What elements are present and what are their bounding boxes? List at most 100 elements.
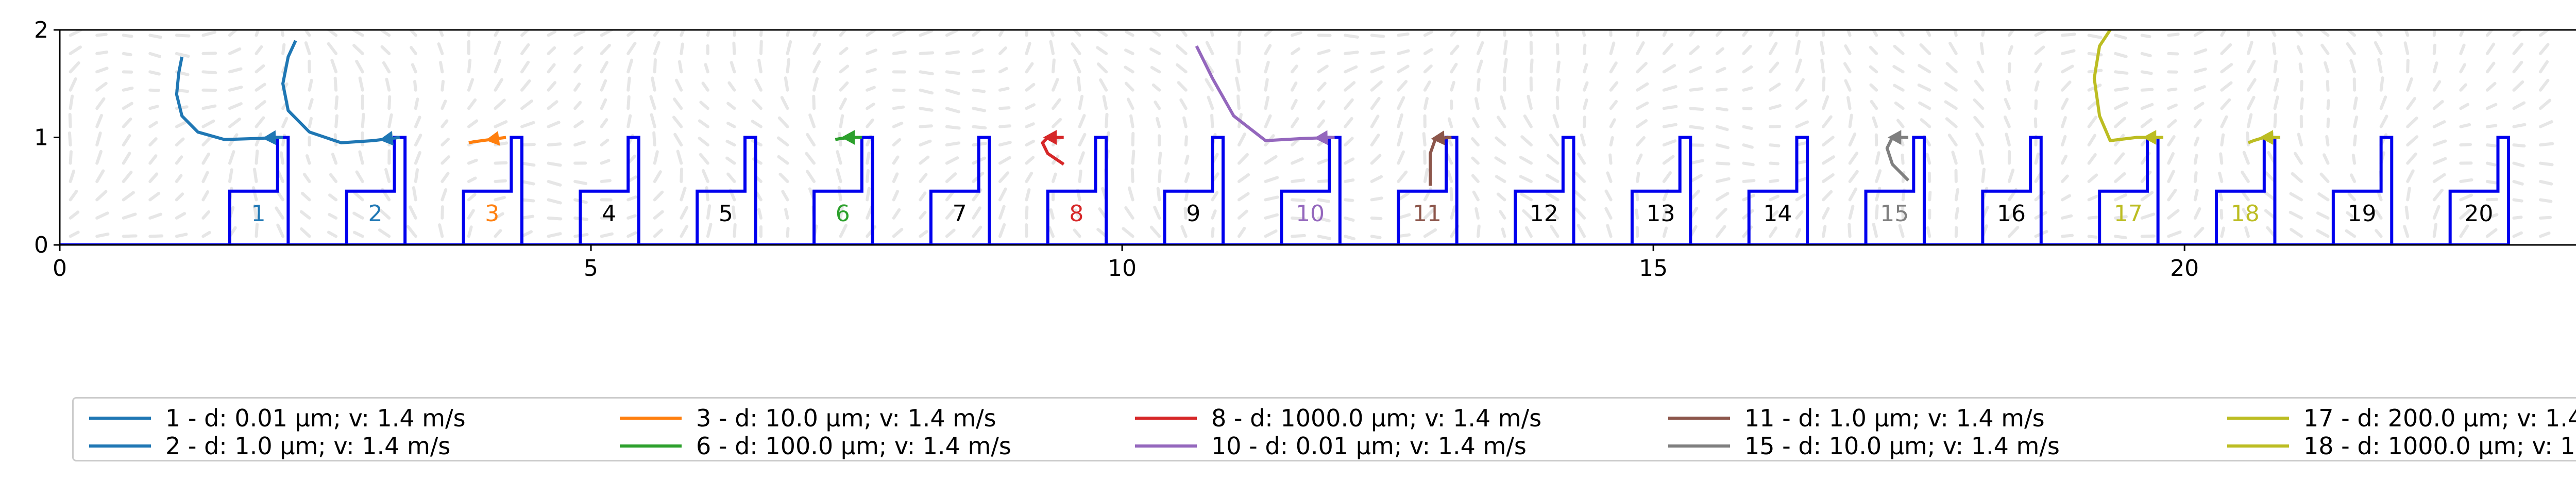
field-arrow (1743, 145, 1752, 147)
field-arrow (2540, 144, 2552, 145)
slot-label: 15 (1880, 201, 1909, 227)
legend-swatch (89, 417, 151, 420)
field-arrow (841, 83, 848, 90)
field-arrow (1770, 106, 1780, 108)
field-arrow (1871, 47, 1876, 54)
field-arrow (363, 114, 364, 127)
field-arrow (628, 233, 635, 237)
field-arrow (495, 197, 504, 200)
field-arrow (575, 103, 580, 109)
field-arrow (2248, 115, 2251, 127)
obstacle-block (347, 138, 405, 245)
field-arrow (894, 229, 902, 236)
field-arrow (1664, 65, 1674, 72)
legend-label: 15 - d: 10.0 µm; v: 1.4 m/s (1744, 432, 2060, 460)
field-arrow (416, 135, 421, 145)
field-arrow (1554, 115, 1557, 126)
field-arrow (947, 90, 959, 94)
field-arrow (2381, 117, 2387, 127)
field-arrow (1026, 85, 1033, 90)
series-arrowhead (1043, 130, 1057, 145)
field-arrow (150, 193, 159, 200)
field-arrow (2487, 63, 2494, 72)
field-arrow (2115, 236, 2125, 238)
field-arrow (2461, 144, 2470, 145)
field-arrow (203, 72, 215, 73)
field-arrow (97, 84, 106, 90)
field-arrow (1498, 117, 1505, 126)
x-tick-label: 15 (1639, 255, 1668, 282)
field-arrow (2274, 44, 2275, 54)
field-arrow (230, 49, 240, 54)
field-arrow (2222, 64, 2231, 72)
field-arrow (1664, 125, 1676, 127)
field-arrow (2377, 211, 2381, 218)
field-arrow (469, 194, 475, 200)
field-arrow (177, 122, 185, 126)
field-arrow (2461, 85, 2466, 90)
field-arrow (2168, 154, 2173, 163)
field-arrow (1894, 86, 1903, 90)
field-arrow (1126, 50, 1133, 54)
field-arrow (1177, 46, 1186, 54)
field-arrow (681, 207, 687, 218)
field-arrow (1584, 45, 1585, 54)
field-arrow (1000, 173, 1008, 181)
field-arrow (495, 42, 499, 54)
legend-label: 3 - d: 10.0 µm; v: 1.4 m/s (696, 404, 996, 432)
field-arrow (894, 140, 900, 145)
field-arrow (310, 100, 312, 108)
field-arrow (71, 79, 76, 90)
field-arrow (1850, 172, 1857, 181)
field-arrow (1690, 47, 1698, 54)
field-arrow (2036, 82, 2038, 90)
field-arrow (1372, 218, 1381, 219)
field-arrow (1398, 67, 1408, 72)
field-arrow (973, 50, 982, 54)
field-arrow (1690, 127, 1702, 128)
field-arrow (814, 26, 818, 36)
field-arrow (759, 60, 761, 72)
field-arrow (522, 163, 534, 166)
field-arrow (302, 193, 310, 200)
field-arrow (281, 153, 283, 163)
y-tick-label: 2 (34, 17, 48, 43)
field-arrow (177, 157, 181, 163)
field-arrow (655, 212, 663, 218)
field-arrow (676, 80, 681, 90)
field-arrow (326, 28, 336, 36)
field-arrow (124, 172, 131, 181)
field-arrow (2328, 101, 2329, 108)
field-arrow (2322, 45, 2328, 54)
field-arrow (1500, 211, 1504, 218)
field-arrow (2376, 43, 2381, 54)
field-arrow (2115, 154, 2123, 163)
field-arrow (727, 141, 734, 145)
field-arrow (2540, 80, 2548, 90)
field-arrow (1236, 78, 1239, 90)
field-arrow (2293, 174, 2301, 181)
field-arrow (2248, 42, 2252, 54)
field-arrow (1123, 228, 1132, 236)
field-arrow (1611, 138, 1613, 145)
field-arrow (2221, 154, 2222, 163)
field-arrow (1611, 102, 1616, 108)
field-arrow (628, 116, 630, 127)
field-arrow (2434, 102, 2443, 108)
field-arrow (973, 127, 985, 128)
slot-label: 9 (1186, 201, 1200, 227)
field-arrow (2354, 98, 2357, 108)
field-arrow (1053, 60, 1054, 72)
field-arrow (1743, 46, 1750, 54)
field-arrow (469, 79, 472, 90)
field-arrow (2318, 213, 2328, 218)
legend-label: 8 - d: 1000.0 µm; v: 1.4 m/s (1211, 404, 1541, 432)
field-arrow (2379, 60, 2381, 72)
field-arrow (442, 173, 448, 181)
field-arrow (1637, 121, 1646, 127)
field-arrow (357, 61, 363, 72)
field-arrow (1398, 81, 1406, 90)
field-arrow (841, 48, 847, 54)
field-arrow (575, 31, 584, 35)
field-arrow (329, 44, 336, 54)
